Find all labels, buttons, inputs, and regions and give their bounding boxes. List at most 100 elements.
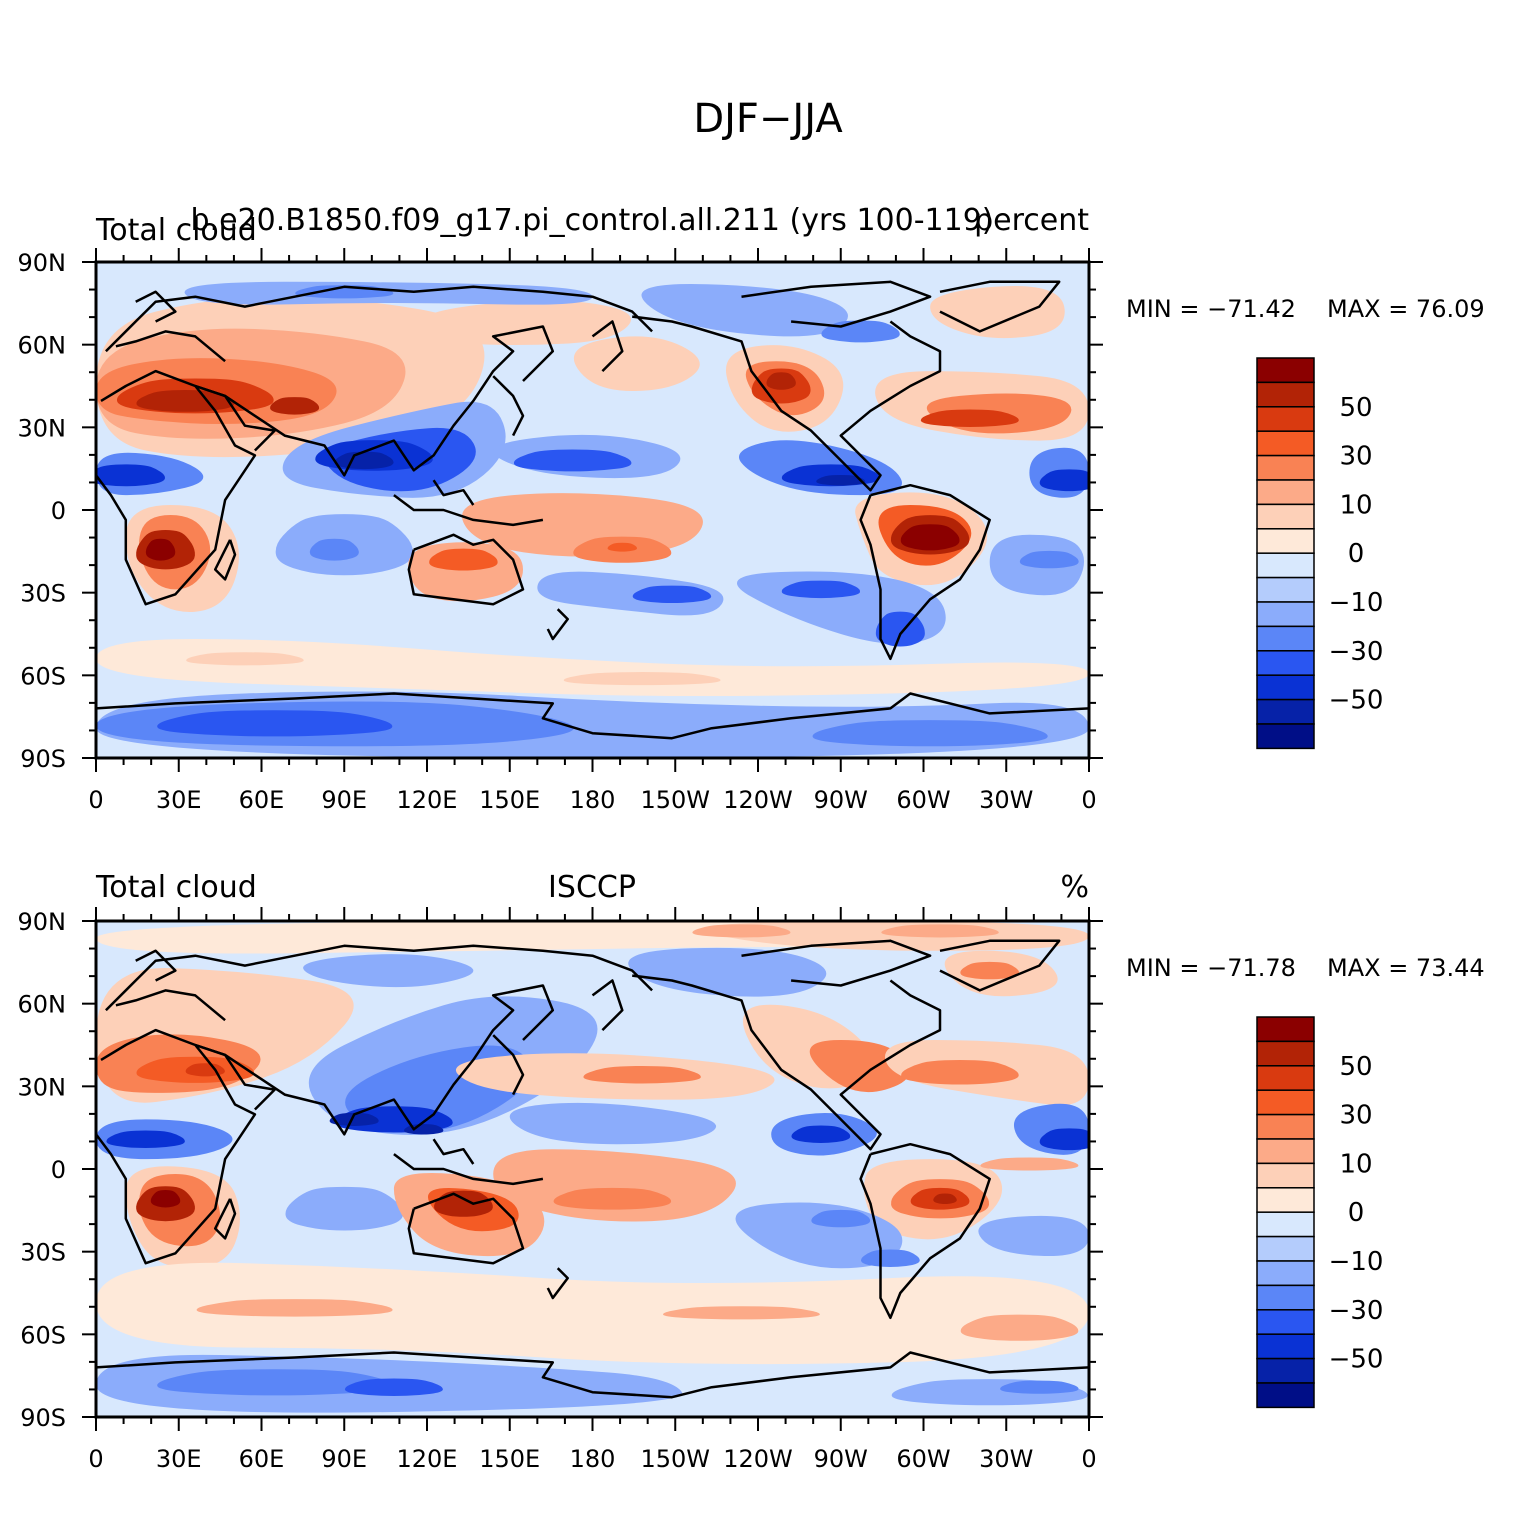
x-tick-label: 90W <box>814 786 868 814</box>
colorbar-label: 50 <box>1339 1052 1372 1082</box>
contour-region <box>434 1190 493 1217</box>
y-tick-label: 90N <box>18 908 67 936</box>
x-tick-label: 150W <box>640 786 710 814</box>
contour-region <box>563 672 721 686</box>
x-tick-label: 120E <box>397 1445 458 1473</box>
coastline <box>939 280 1061 333</box>
colorbar-label: 50 <box>1339 393 1372 423</box>
x-tick-label: 0 <box>1081 1445 1096 1473</box>
x-tick-label: 120W <box>723 786 793 814</box>
colorbar-label: 30 <box>1339 1101 1372 1131</box>
colorbar-label: −30 <box>1329 637 1384 667</box>
contour-region <box>186 652 304 666</box>
colorbar-label: 30 <box>1339 442 1372 472</box>
x-tick-label: 150W <box>640 1445 710 1473</box>
contour-region <box>493 1149 736 1222</box>
contour-region <box>404 1124 444 1135</box>
y-tick-label: 0 <box>51 497 66 525</box>
colorbar-swatch <box>1256 1260 1315 1287</box>
coastline <box>105 944 653 1012</box>
y-tick-label: 30S <box>20 580 66 608</box>
contour-region <box>632 585 712 604</box>
contour-region <box>1019 550 1079 569</box>
coastline <box>393 1153 544 1186</box>
coastline <box>492 375 525 437</box>
difference-field <box>96 921 1089 1413</box>
colorbar-swatch <box>1256 454 1315 481</box>
contour-region <box>270 397 320 415</box>
coastline <box>393 494 544 527</box>
x-tick-label: 0 <box>1081 786 1096 814</box>
colorbar: 50 30 10 0 −10 −30 −50 <box>1256 1016 1384 1409</box>
contour-region <box>881 924 999 938</box>
colorbar-swatch <box>1256 1382 1315 1409</box>
contour-region <box>933 1193 957 1204</box>
x-tick-label: 0 <box>88 786 103 814</box>
y-tick-label: 60S <box>20 662 66 690</box>
contour-region <box>809 1040 910 1093</box>
contour-region <box>96 1262 1089 1365</box>
coastline <box>939 939 1061 992</box>
colorbar-swatch <box>1256 1211 1315 1238</box>
colorbar-swatch <box>1256 1138 1315 1165</box>
contour-region <box>185 1063 225 1077</box>
contour-region <box>553 1187 672 1210</box>
colorbar-swatch <box>1256 601 1315 628</box>
coastline <box>632 315 942 492</box>
colorbar-swatch <box>1256 552 1315 579</box>
contour-region <box>157 1369 393 1396</box>
contour-region <box>816 475 866 486</box>
colorbar-label: −30 <box>1329 1296 1384 1326</box>
x-tick-label: 0 <box>88 1445 103 1473</box>
colorbar-swatch <box>1256 1065 1315 1091</box>
y-tick-label: 0 <box>51 1156 66 1184</box>
coastline <box>407 1192 525 1265</box>
y-tick-label: 60N <box>18 332 67 360</box>
x-axis-labels: 0 30E 60E 90E 120E 150E 180 150W 120W 90W 60W 30W 0 <box>88 1445 1096 1473</box>
contour-region <box>692 924 791 938</box>
coastlines <box>96 280 1089 740</box>
x-tick-label: 90E <box>321 1445 367 1473</box>
coastline <box>546 608 569 641</box>
contour-region <box>96 464 165 487</box>
colorbar-label: 10 <box>1339 490 1372 520</box>
coastline <box>194 984 555 1136</box>
max-label: MAX = 73.44 <box>1327 954 1485 982</box>
model-panel: Total cloud b.e20.B1850.f09_g17.pi_contr… <box>18 203 1485 814</box>
contour-region <box>791 1125 851 1143</box>
x-axis-labels: 0 30E 60E 90E 120E 150E 180 150W 120W 90W 60W 30W 0 <box>88 786 1096 814</box>
panel-right-title: % <box>1060 870 1089 905</box>
contour-region <box>573 336 700 391</box>
coastlines <box>96 939 1089 1399</box>
axis-ticks <box>82 248 1103 772</box>
coastline <box>96 692 1089 740</box>
colorbar-swatch <box>1256 625 1315 652</box>
contour-region <box>513 449 632 472</box>
x-tick-label: 180 <box>570 786 616 814</box>
x-tick-label: 60E <box>239 786 285 814</box>
colorbar-label: 10 <box>1339 1149 1372 1179</box>
coastline <box>591 320 624 372</box>
colorbar-swatch <box>1256 1333 1315 1360</box>
contour-region <box>900 524 960 551</box>
contour-region <box>811 1209 871 1228</box>
x-tick-label: 90W <box>814 1445 868 1473</box>
coastline <box>741 939 932 987</box>
axis-ticks <box>82 907 1103 1431</box>
contour-region <box>980 1157 1079 1171</box>
contour-region <box>960 1314 1079 1341</box>
colorbar-swatch <box>1256 1162 1315 1189</box>
x-tick-label: 60E <box>239 1445 285 1473</box>
x-tick-label: 30E <box>156 786 202 814</box>
y-tick-label: 90S <box>20 745 66 773</box>
contour-region <box>537 571 724 616</box>
y-tick-label: 30N <box>18 1073 67 1101</box>
panel-left-title: Total cloud <box>95 870 257 905</box>
colorbar-swatch <box>1256 1309 1315 1335</box>
colorbar-label: −10 <box>1329 1247 1384 1277</box>
x-tick-label: 30E <box>156 1445 202 1473</box>
coastline <box>407 533 525 606</box>
contour-region <box>196 1299 393 1317</box>
y-tick-label: 60S <box>20 1321 66 1349</box>
coastline <box>115 330 226 363</box>
